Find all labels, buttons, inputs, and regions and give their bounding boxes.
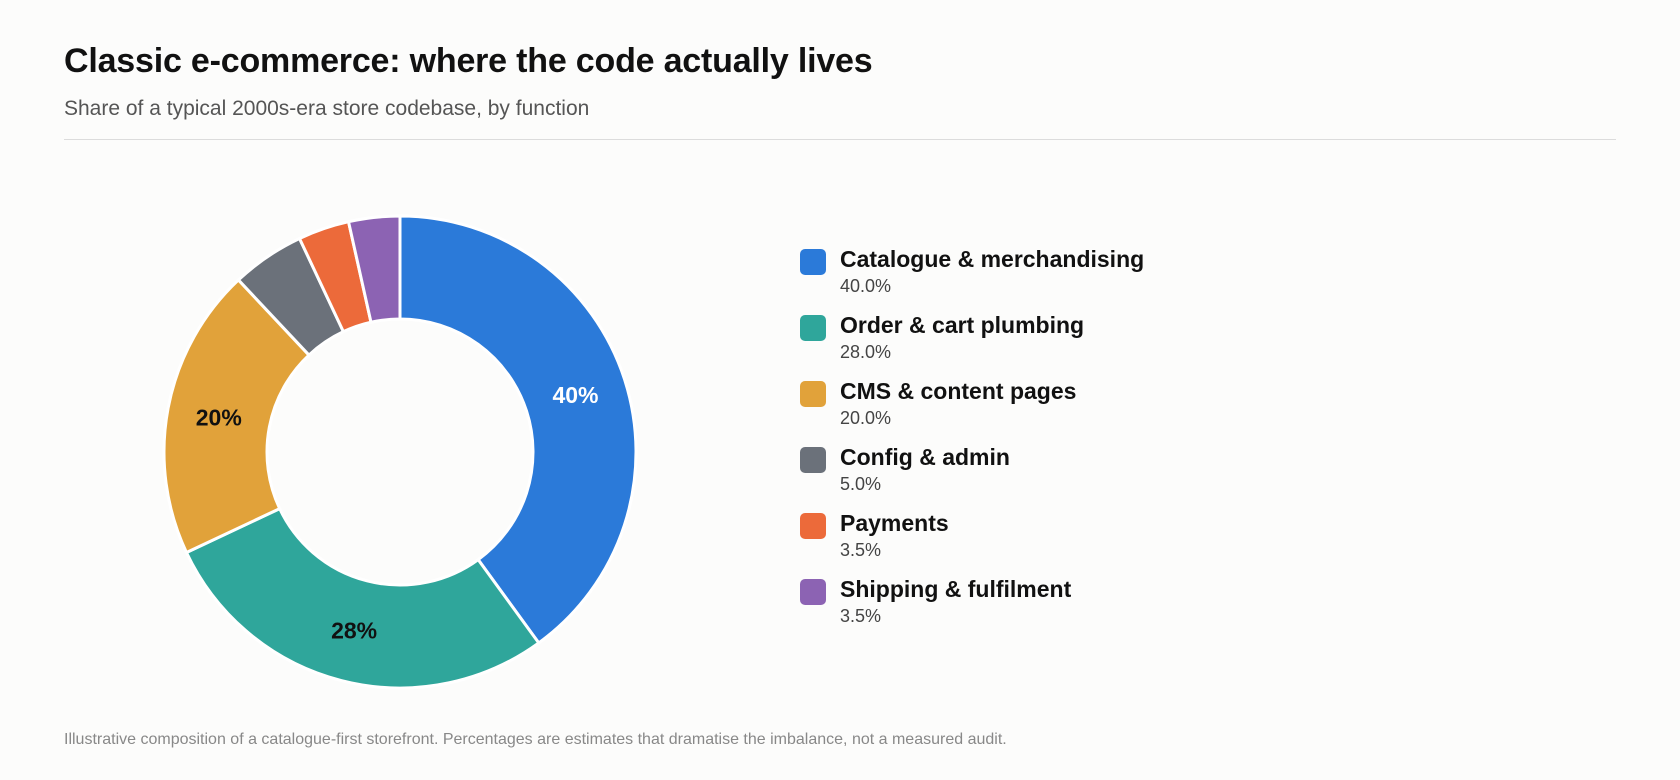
legend-value: 3.5% — [840, 606, 882, 626]
legend-label: Config & admin — [840, 444, 1010, 470]
footnote: Illustrative composition of a catalogue-… — [64, 731, 1007, 748]
legend-item-shipping-and-fulfilment: Shipping & fulfilment 3.5% — [800, 576, 1320, 642]
legend-value: 5.0% — [840, 474, 882, 494]
header-divider — [64, 139, 1616, 140]
legend-label: Payments — [840, 510, 949, 536]
legend-label: Catalogue & merchandising — [840, 246, 1145, 272]
legend-item-payments: Payments 3.5% — [800, 510, 1320, 576]
legend-value: 20.0% — [840, 408, 892, 428]
legend-item-config-and-admin: Config & admin 5.0% — [800, 444, 1320, 510]
donut-slice-shipping-and-fulfilment — [347, 214, 402, 324]
legend-label: Shipping & fulfilment — [840, 576, 1072, 602]
legend-label: Order & cart plumbing — [840, 312, 1085, 338]
chart-page: Classic e-commerce: where the code actua… — [64, 0, 1616, 780]
legend-label: CMS & content pages — [840, 378, 1077, 404]
chart-subtitle: Share of a typical 2000s-era store codeb… — [64, 97, 590, 120]
slice-label-order-and-cart-plumbing: 28% — [331, 618, 377, 644]
legend-swatch — [800, 513, 826, 539]
donut-slice-catalogue-and-merchandising — [398, 214, 638, 645]
slice-label-cms-and-content-pages: 20% — [196, 404, 242, 430]
chart-title: Classic e-commerce: where the code actua… — [64, 42, 873, 80]
legend-item-catalogue-and-merchandising: Catalogue & merchandising 40.0% — [800, 246, 1320, 312]
legend-swatch — [800, 315, 826, 341]
legend-swatch — [800, 381, 826, 407]
legend-item-cms-and-content-pages: CMS & content pages 20.0% — [800, 378, 1320, 444]
legend-swatch — [800, 249, 826, 275]
legend-item-order-and-cart-plumbing: Order & cart plumbing 28.0% — [800, 312, 1320, 378]
slice-label-catalogue-and-merchandising: 40% — [552, 382, 598, 408]
donut-chart: 40% 28% 20% — [162, 214, 638, 690]
donut-slice-cms-and-content-pages — [162, 278, 311, 554]
legend-swatch — [800, 447, 826, 473]
donut-slice-order-and-cart-plumbing — [184, 507, 541, 690]
legend-value: 28.0% — [840, 342, 892, 362]
legend-swatch — [800, 579, 826, 605]
legend-value: 3.5% — [840, 540, 882, 560]
chart-legend: Catalogue & merchandising 40.0% Order & ca… — [800, 246, 1320, 642]
legend-value: 40.0% — [840, 276, 892, 296]
